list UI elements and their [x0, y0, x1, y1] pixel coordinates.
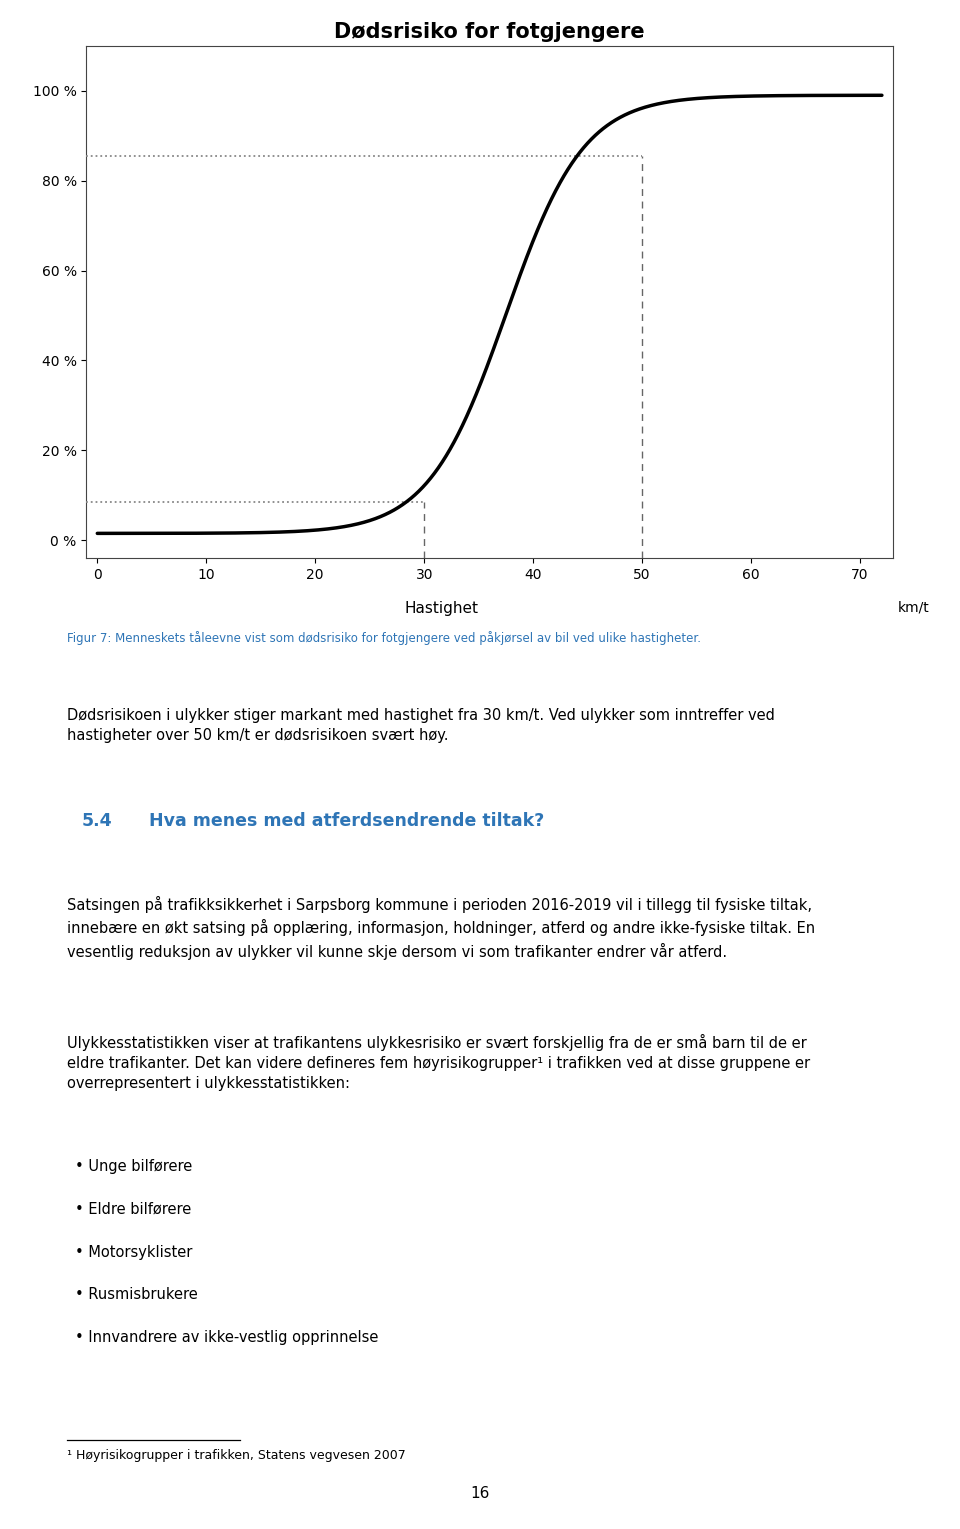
Text: • Unge bilførere: • Unge bilførere — [75, 1159, 192, 1174]
Text: km/t: km/t — [898, 601, 929, 615]
Text: Ulykkesstatistikken viser at trafikantens ulykkesrisiko er svært forskjellig fra: Ulykkesstatistikken viser at trafikanten… — [67, 1034, 810, 1092]
Text: 5.4: 5.4 — [82, 812, 112, 830]
Text: 16: 16 — [470, 1486, 490, 1501]
Text: • Eldre bilførere: • Eldre bilførere — [75, 1202, 191, 1217]
Text: Figur 7: Menneskets tåleevne vist som dødsrisiko for fotgjengere ved påkjørsel a: Figur 7: Menneskets tåleevne vist som dø… — [67, 631, 701, 645]
Text: Hva menes med atferdsendrende tiltak?: Hva menes med atferdsendrende tiltak? — [149, 812, 544, 830]
Text: Satsingen på trafikksikkerhet i Sarpsborg kommune i perioden 2016-2019 vil i til: Satsingen på trafikksikkerhet i Sarpsbor… — [67, 896, 815, 960]
Text: Hastighet: Hastighet — [404, 601, 478, 616]
Text: • Motorsyklister: • Motorsyklister — [75, 1245, 192, 1260]
Text: • Innvandrere av ikke-vestlig opprinnelse: • Innvandrere av ikke-vestlig opprinnels… — [75, 1330, 378, 1346]
Text: ¹ Høyrisikogrupper i trafikken, Statens vegvesen 2007: ¹ Høyrisikogrupper i trafikken, Statens … — [67, 1449, 406, 1463]
Text: • Rusmisbrukere: • Rusmisbrukere — [75, 1287, 198, 1303]
Title: Dødsrisiko for fotgjengere: Dødsrisiko for fotgjengere — [334, 21, 645, 41]
Text: Dødsrisikoen i ulykker stiger markant med hastighet fra 30 km/t. Ved ulykker som: Dødsrisikoen i ulykker stiger markant me… — [67, 708, 775, 743]
